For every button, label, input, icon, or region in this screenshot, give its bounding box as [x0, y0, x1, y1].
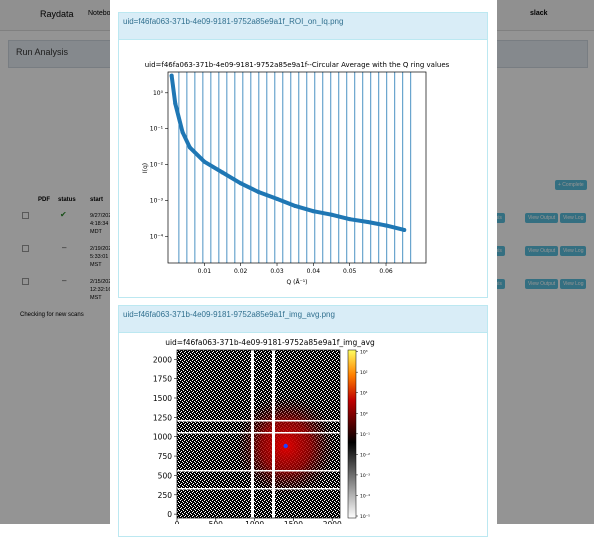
colorbar-tick-label: 10⁰ — [360, 411, 368, 417]
x-tick-label: 0.02 — [234, 268, 248, 275]
y-tick-label: 10⁻² — [150, 162, 164, 169]
module-gap — [272, 350, 275, 518]
module-gap — [251, 350, 254, 518]
data-point — [173, 102, 177, 106]
colorbar-tick-label: 10⁻³ — [360, 473, 370, 479]
x-tick-label: 1000 — [245, 520, 264, 524]
x-tick-label: 0.05 — [343, 268, 357, 275]
data-point — [202, 160, 206, 164]
x-axis-label: Q (Å⁻¹) — [287, 279, 308, 286]
data-point — [402, 228, 406, 232]
data-point — [366, 220, 370, 224]
x-tick-label: 0.06 — [379, 268, 393, 275]
page: Raydata Notebook slack Run Analysis + Co… — [0, 0, 594, 524]
module-gap — [177, 488, 340, 490]
y-tick-label: 10⁰ — [153, 90, 164, 97]
data-point — [348, 217, 352, 221]
y-tick-label: 1250 — [153, 413, 172, 422]
colorbar-tick-label: 10¹ — [360, 391, 368, 397]
data-point — [221, 170, 225, 174]
plot-title: uid=f46fa063-371b-4e09-9181-9752a85e9a1f… — [165, 338, 375, 347]
colorbar-tick-label: 10⁻¹ — [360, 432, 370, 438]
data-point — [384, 223, 388, 227]
y-tick-label: 750 — [158, 452, 173, 461]
y-tick-label: 250 — [158, 491, 173, 500]
data-point — [257, 190, 261, 194]
y-tick-label: 10⁻¹ — [150, 126, 164, 133]
x-tick-label: 2000 — [323, 520, 342, 524]
x-tick-label: 500 — [209, 520, 224, 524]
data-point — [181, 130, 185, 134]
module-gap — [177, 420, 340, 422]
y-tick-label: 2000 — [153, 355, 172, 364]
data-point — [170, 74, 174, 78]
x-tick-label: 0.03 — [270, 268, 284, 275]
x-tick-label: 0 — [175, 520, 180, 524]
module-gap — [177, 470, 340, 472]
colorbar-tick-label: 10² — [360, 370, 368, 376]
plots: uid=f46fa063-371b-4e09-9181-9752a85e9a1f… — [0, 0, 594, 524]
colorbar-tick-label: 10⁻⁵ — [360, 514, 370, 520]
module-gap — [177, 432, 340, 434]
y-tick-label: 1500 — [153, 394, 172, 403]
axes-frame — [168, 72, 426, 263]
y-tick-label: 1750 — [153, 375, 172, 384]
colorbar-tick-label: 10⁻² — [360, 452, 370, 458]
y-tick-label: 500 — [158, 471, 173, 480]
colorbar-tick-label: 10³ — [360, 350, 368, 356]
y-tick-label: 0 — [167, 510, 172, 519]
plot-title: uid=f46fa063-371b-4e09-9181-9752a85e9a1f… — [145, 61, 450, 69]
data-point — [239, 181, 243, 185]
data-point — [188, 145, 192, 149]
data-point — [275, 197, 279, 201]
colorbar — [348, 350, 356, 518]
x-tick-label: 1500 — [284, 520, 303, 524]
y-tick-label: 1000 — [153, 433, 172, 442]
x-tick-label: 0.01 — [198, 268, 212, 275]
y-tick-label: 10⁻³ — [150, 197, 164, 204]
data-curve — [172, 76, 405, 230]
data-point — [293, 204, 297, 208]
data-point — [330, 213, 334, 217]
x-tick-label: 0.04 — [307, 268, 321, 275]
y-axis-label: I(q) — [142, 163, 149, 173]
beam-center — [283, 444, 287, 448]
y-tick-label: 10⁻⁴ — [150, 233, 164, 240]
colorbar-tick-label: 10⁻⁴ — [360, 493, 370, 499]
data-point — [311, 209, 315, 213]
